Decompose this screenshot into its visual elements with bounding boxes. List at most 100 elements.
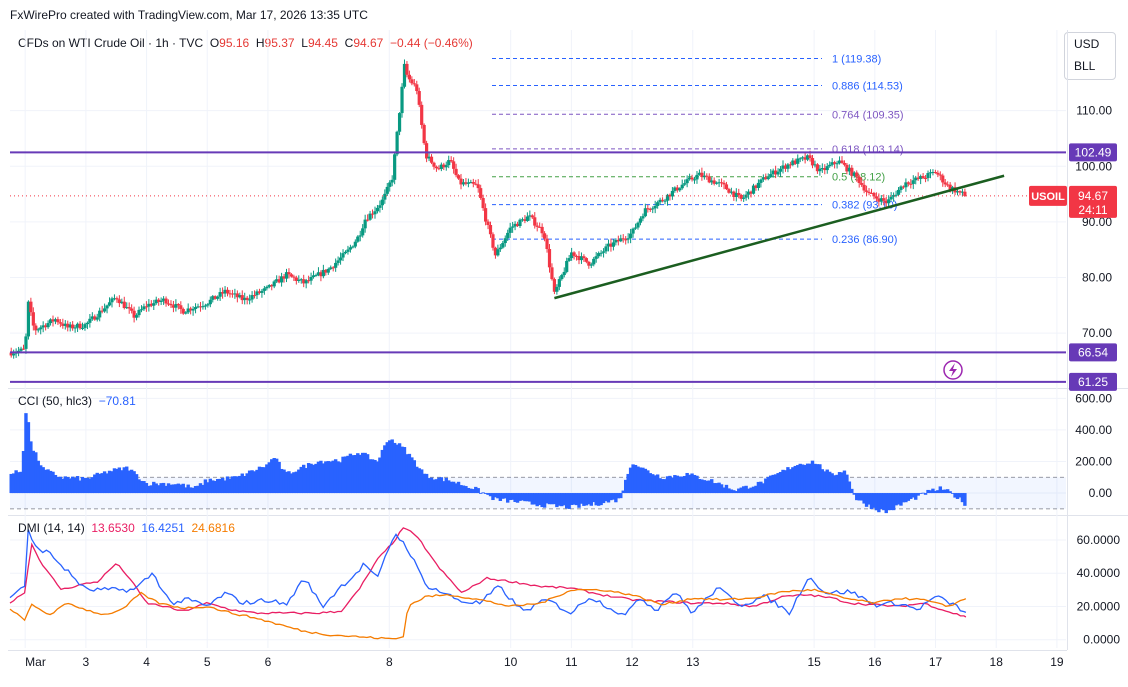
cci-bar [306,463,311,494]
currency-unit-selector[interactable]: USD BLL [1064,32,1116,80]
candle-body [48,319,53,324]
cci-bar [813,463,817,494]
cci-bar [282,469,286,494]
cci-bar [469,488,473,494]
cci-bar [274,458,279,494]
cci-bar [321,463,326,494]
cci-bar [901,493,906,503]
event-icon[interactable] [943,360,963,380]
cci-bar [555,493,559,508]
candle-body [112,298,117,300]
cci-bar [665,476,670,494]
candle-body [638,218,643,223]
candle-body [948,184,952,190]
trendline-group[interactable] [554,174,1005,300]
cci-bar [181,483,185,494]
candle-body [788,164,792,166]
candle-body [162,298,166,301]
candle-body [830,162,834,165]
cci-bar [75,476,80,494]
cci-value: −70.81 [98,394,136,408]
cci-bar [66,476,70,494]
cci-bar [255,469,259,494]
candle-body [144,306,148,308]
candle-body [601,251,606,253]
candle-body [594,256,598,259]
candle-body [31,312,35,326]
cci-bar [547,493,552,505]
cci-histogram [9,413,967,514]
candle-body [353,241,357,247]
candle-body [606,243,611,247]
symbol-legend[interactable]: CFDs on WTI Crude Oil · 1h · TVC O95.16 … [18,36,473,50]
candle-body [83,324,87,328]
candle-body [442,164,446,168]
candle-body [550,267,554,280]
candle-body [58,322,62,324]
time-tick-label: 3 [83,655,90,669]
candle-body [552,279,557,292]
cci-bar [240,473,244,494]
trendline[interactable] [554,174,1005,300]
candle-body [311,275,316,277]
cci-bar [478,493,483,494]
cci-bar [171,484,176,494]
candle-body [899,186,903,190]
candle-body [727,189,731,193]
cci-bar [916,493,920,496]
candle-body [336,260,340,263]
candle-body [690,177,694,180]
cci-bar [739,487,743,494]
current-price-label: 94.67 [1078,189,1108,203]
candle-body [39,327,43,330]
candle-body [523,219,527,221]
candle-body [206,304,210,306]
fib-retracement[interactable]: 1 (119.38) 0.886 (114.53) 0.764 (109.35) 0.… [492,53,904,246]
cci-bar [53,474,58,494]
candle-body [889,196,893,200]
watermark-header: FxWirePro created with TradingView.com, … [10,8,368,22]
cci-bar [41,467,45,494]
cci-bar [741,486,746,494]
cci-bar [97,473,102,494]
candle-body [444,165,448,168]
candle-body [513,223,517,227]
candle-body [456,175,461,179]
cci-legend[interactable]: CCI (50, hlc3) −70.81 [18,394,136,408]
candle-body [488,224,493,235]
horizontal-lines[interactable] [10,151,1066,383]
cci-bar [501,493,505,499]
cci-bar [112,468,117,494]
cci-bar [633,464,638,494]
time-tick-label: 8 [386,655,393,669]
candle-body [877,198,881,202]
cci-bar [365,454,370,494]
cci-bar [471,489,476,494]
cci-bar [338,462,343,494]
cci-bar [174,484,178,494]
candle-body [248,299,252,301]
cci-bar [193,486,198,494]
cci-bar [58,476,63,494]
time-tick-label: 12 [625,655,639,669]
cci-bar [336,461,340,494]
candle-body [660,199,665,201]
candle-body [963,191,967,196]
candle-body [732,191,736,197]
dmi-legend[interactable]: DMI (14, 14) 13.6530 16.4251 24.6816 [18,521,235,535]
candle-body [702,175,706,177]
cci-bar [756,481,761,494]
candle-body [705,175,709,177]
cci-bar [712,483,716,494]
candle-body [643,208,647,217]
candle-body [223,289,227,294]
price-tick-label: 80.00 [1082,271,1112,285]
cci-bar [537,493,542,506]
candle-body [673,187,677,191]
cci-bar [51,471,55,494]
cci-bar [835,474,839,494]
candle-body [307,280,311,282]
